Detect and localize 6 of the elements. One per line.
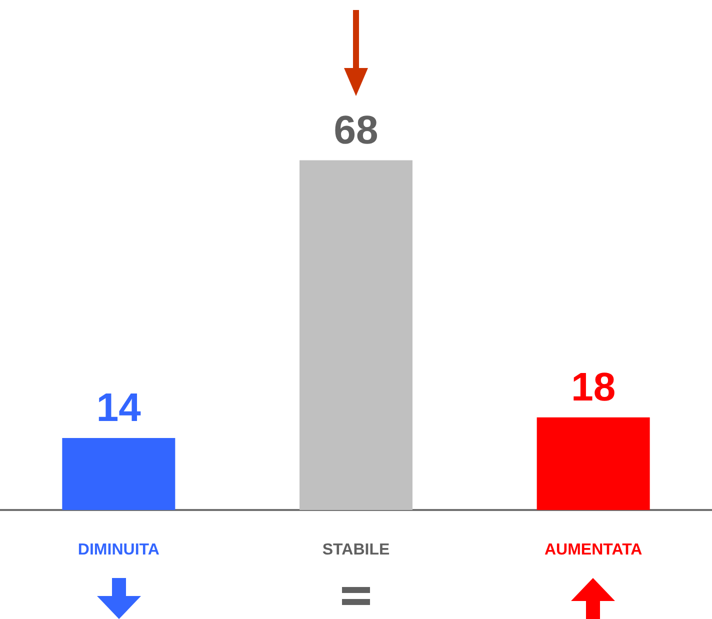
data-label: 68 <box>334 108 378 152</box>
x-tick-label: AUMENTATA <box>544 542 643 558</box>
x-tick-label: STABILE <box>322 542 390 558</box>
data-label: 18 <box>571 365 616 410</box>
data-label: 14 <box>96 386 142 430</box>
x-tick-label: DIMINUITA <box>78 542 160 558</box>
